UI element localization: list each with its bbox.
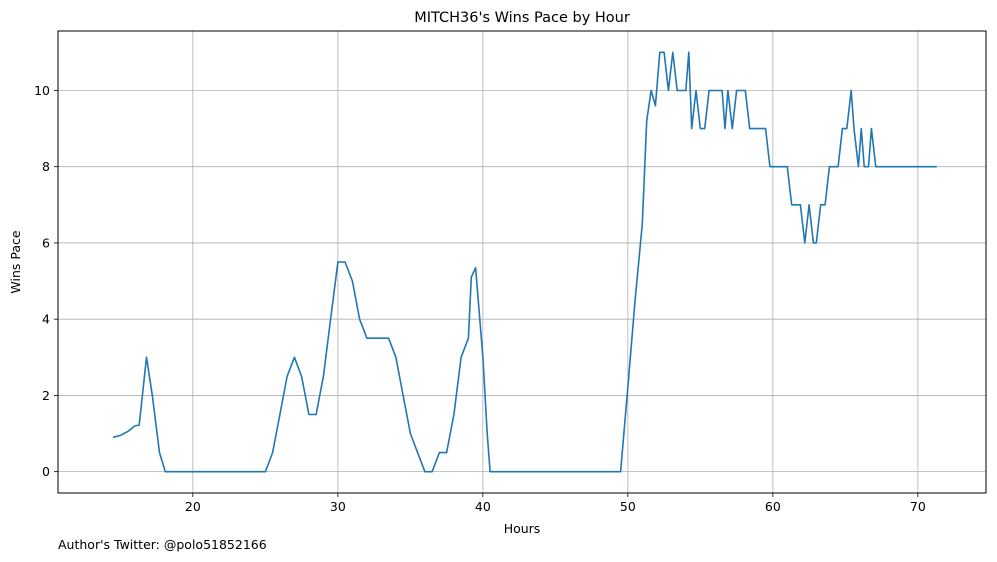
y-tick-label: 0	[42, 464, 50, 479]
y-tick-label: 2	[42, 388, 50, 403]
x-tick-label: 40	[475, 499, 491, 514]
x-axis: 20 30 40 50 60 70	[185, 493, 926, 514]
x-tick-label: 70	[910, 499, 926, 514]
y-tick-label: 6	[42, 235, 50, 250]
series-layer	[112, 51, 937, 473]
y-axis: 0 2 4 6 8 10	[34, 83, 58, 479]
chart-title: MITCH36's Wins Pace by Hour	[414, 10, 630, 26]
y-tick-label: 4	[42, 312, 50, 327]
author-footnote: Author's Twitter: @polo51852166	[58, 537, 267, 552]
series-line	[112, 51, 937, 473]
plot-frame	[57, 30, 987, 494]
x-tick-label: 60	[765, 499, 781, 514]
y-tick-label: 10	[34, 83, 50, 98]
x-tick-label: 30	[330, 499, 346, 514]
y-axis-label: Wins Pace	[8, 230, 23, 293]
x-tick-label: 50	[620, 499, 636, 514]
y-tick-label: 8	[42, 159, 50, 174]
x-tick-label: 20	[185, 499, 201, 514]
grid	[58, 31, 986, 493]
x-axis-label: Hours	[504, 521, 541, 536]
